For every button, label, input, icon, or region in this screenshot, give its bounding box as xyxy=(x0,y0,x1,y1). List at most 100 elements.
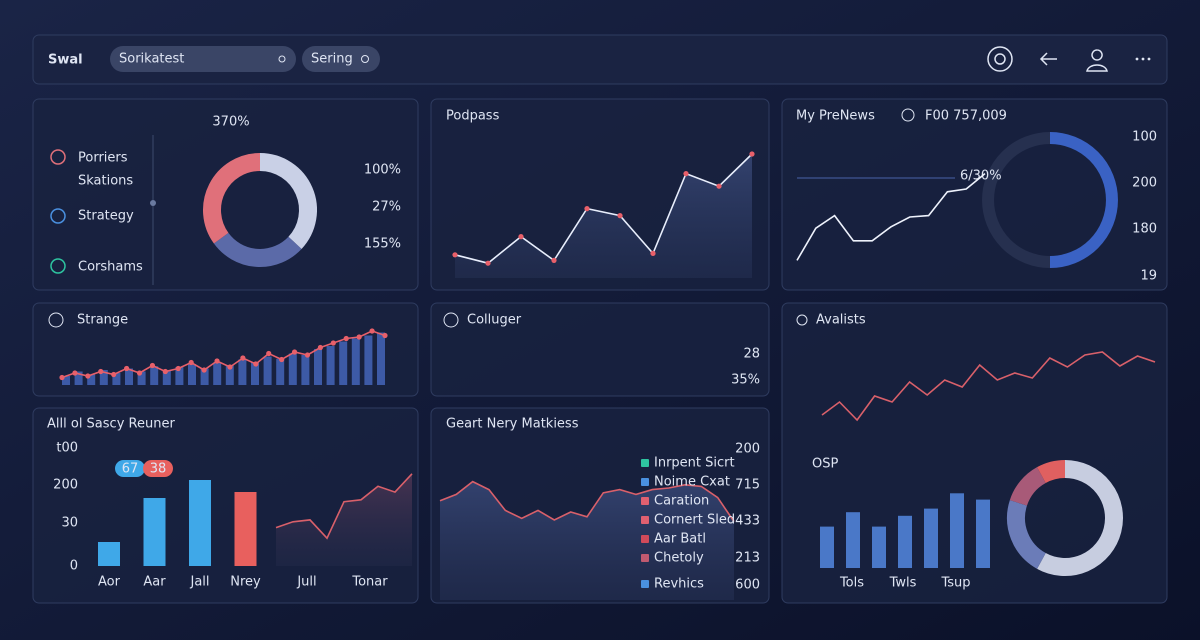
bar xyxy=(112,373,121,385)
tick-label: 100 xyxy=(1132,130,1157,145)
tick-label: 600 xyxy=(735,578,760,593)
x-label: Twls xyxy=(889,576,917,591)
point xyxy=(188,359,194,366)
donut-segment xyxy=(1007,500,1047,569)
line xyxy=(454,153,753,265)
point xyxy=(683,171,689,177)
area xyxy=(440,481,734,600)
bar xyxy=(175,367,184,385)
point xyxy=(162,368,168,375)
point xyxy=(98,368,104,375)
panel xyxy=(781,302,1168,604)
bar xyxy=(125,368,133,385)
point xyxy=(266,350,272,357)
legend-label: Revhics xyxy=(654,577,704,592)
bar xyxy=(234,492,257,566)
legend-label: Caration xyxy=(654,494,709,509)
bar xyxy=(950,493,964,568)
point xyxy=(279,356,285,363)
bar xyxy=(87,374,96,385)
bar xyxy=(846,512,860,568)
tick-label: t00 xyxy=(56,441,78,456)
point xyxy=(304,352,311,358)
x-label: Nrey xyxy=(230,575,261,590)
x-label: Tols xyxy=(839,576,864,591)
stat: 100% xyxy=(364,163,401,178)
x-label: Aar xyxy=(143,575,166,590)
point xyxy=(59,374,65,381)
panel-title: Alll ol Sascy Reuner xyxy=(47,417,175,432)
point xyxy=(85,373,91,379)
icon-more[interactable] xyxy=(1147,57,1151,61)
donut-segment xyxy=(1009,467,1047,507)
bar xyxy=(301,355,310,385)
bar xyxy=(924,508,938,568)
tick-label: 200 xyxy=(735,442,760,457)
bar xyxy=(213,362,222,385)
point xyxy=(716,183,722,189)
legend-label: Noime Cxat xyxy=(654,475,730,490)
tick-label: 433 xyxy=(735,514,760,529)
panel-title: My PreNews xyxy=(796,109,875,124)
point xyxy=(650,250,656,256)
point xyxy=(136,370,143,376)
bar xyxy=(74,371,83,385)
legend-label: Strategy xyxy=(78,209,134,224)
icon-back[interactable] xyxy=(1039,52,1057,66)
point xyxy=(291,349,298,355)
point xyxy=(518,234,524,240)
icon-more[interactable] xyxy=(1135,57,1139,61)
title-icon xyxy=(443,312,459,328)
tick-label: 200 xyxy=(53,478,78,493)
donut-segment xyxy=(259,153,317,250)
bar xyxy=(326,346,335,385)
line xyxy=(821,351,1156,422)
point xyxy=(452,252,458,258)
panel-title: Geart Nery Matkiess xyxy=(446,417,579,432)
legend-swatch xyxy=(641,459,649,467)
point xyxy=(214,358,220,364)
point xyxy=(330,340,336,346)
brand: Swal xyxy=(48,53,83,68)
legend-icon xyxy=(50,149,66,165)
bar xyxy=(200,368,209,385)
button[interactable] xyxy=(302,46,380,72)
x-label: Tsup xyxy=(940,576,970,591)
area xyxy=(276,473,412,566)
icon-user[interactable] xyxy=(1086,49,1108,72)
point xyxy=(749,151,755,157)
legend-swatch xyxy=(641,535,649,543)
badge-label: 67 xyxy=(122,462,139,477)
legend-icon xyxy=(50,208,66,224)
icon-at[interactable] xyxy=(987,46,1013,72)
point xyxy=(356,334,362,340)
x-label: Jull xyxy=(296,575,316,590)
search-box[interactable] xyxy=(110,46,296,72)
legend-swatch xyxy=(641,478,649,486)
bar xyxy=(377,332,385,385)
legend-label: Cornert Sled xyxy=(654,513,735,528)
donut-segment xyxy=(982,132,1051,268)
point xyxy=(240,355,246,361)
tick-label: 30 xyxy=(61,516,78,531)
point xyxy=(111,371,117,378)
legend-label: Skations xyxy=(78,174,133,189)
x-label: Tonar xyxy=(351,575,388,590)
bar xyxy=(364,335,373,385)
slider-knob[interactable] xyxy=(150,200,156,206)
icon-more[interactable] xyxy=(1141,57,1145,61)
bar xyxy=(339,341,348,385)
x-label: Jall xyxy=(189,575,209,590)
panel xyxy=(430,302,770,397)
panel xyxy=(32,98,419,291)
bar xyxy=(976,499,990,568)
bar xyxy=(276,358,285,385)
amount-icon xyxy=(901,108,915,122)
bar xyxy=(62,376,70,385)
legend-label: Aar Batl xyxy=(654,532,706,547)
legend-label: Inrpent Sicrt xyxy=(654,456,735,471)
bar xyxy=(238,359,247,385)
section-title: OSP xyxy=(812,457,838,472)
kpi-change: 35% xyxy=(731,373,760,388)
